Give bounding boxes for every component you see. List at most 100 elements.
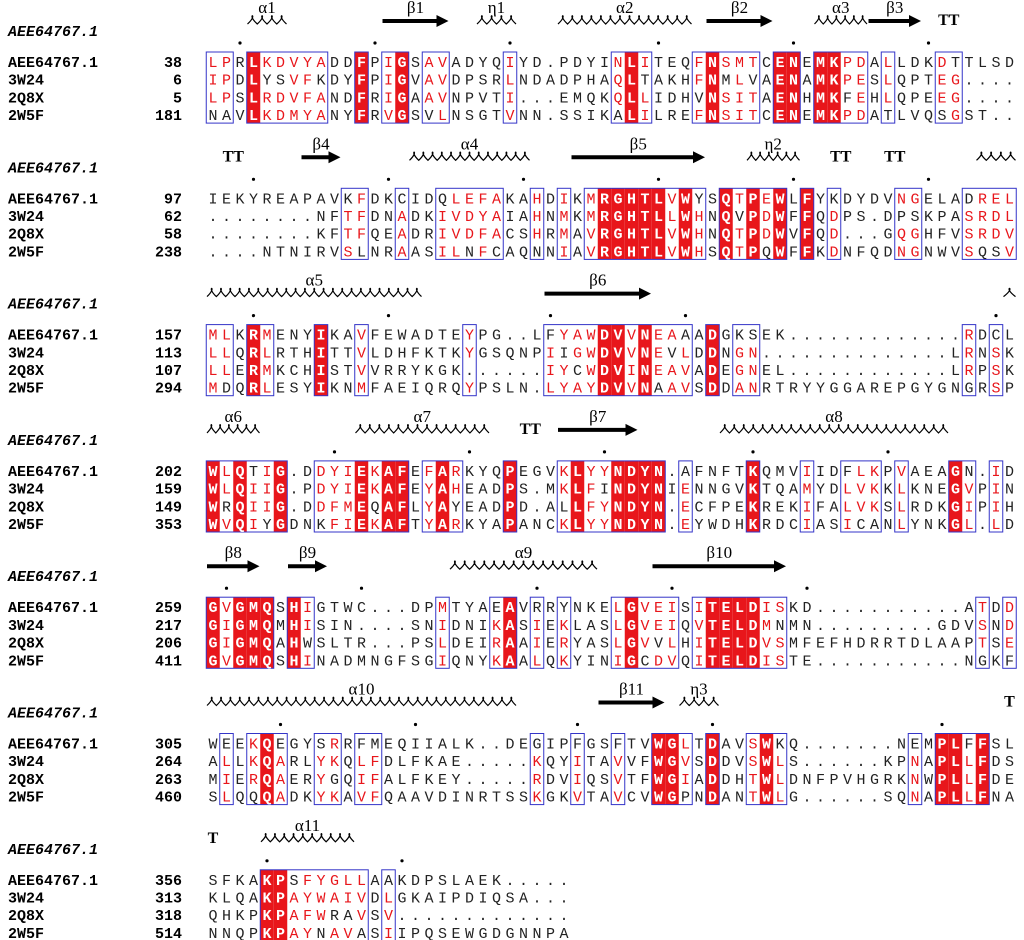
residue: C (492, 244, 501, 261)
residue: A (735, 381, 744, 398)
reference-label: AEE64767.1 (7, 160, 98, 177)
sequence-name: 2W5F (8, 653, 44, 670)
helix (355, 424, 490, 434)
residue: I (343, 517, 352, 534)
residue: Q (816, 227, 825, 244)
residue: D (384, 754, 393, 771)
similarity-frame (381, 869, 396, 940)
residue: A (694, 328, 703, 345)
residue: D (546, 772, 555, 789)
residue: D (276, 55, 285, 72)
residue: K (262, 926, 271, 940)
residue: L (681, 345, 690, 362)
residue: D (235, 73, 244, 90)
residue: Y (640, 499, 649, 516)
similarity-frame (799, 460, 815, 533)
residue: S (708, 244, 717, 261)
helix (206, 287, 422, 298)
residue: H (289, 618, 298, 635)
residue: E (222, 191, 231, 208)
residue: I (991, 482, 1000, 499)
residue: F (721, 464, 730, 481)
residue: P (411, 926, 420, 940)
residue: I (478, 618, 487, 635)
residue: S (991, 636, 1000, 653)
residue: I (438, 209, 447, 226)
identity-box (624, 52, 639, 124)
residue: T (586, 790, 595, 807)
residue: V (438, 55, 447, 72)
similarity-frame (691, 596, 788, 669)
residue: P (276, 926, 285, 940)
residue: F (303, 90, 312, 107)
residue: L (789, 191, 798, 208)
residue: M (924, 737, 933, 754)
residue: E (276, 737, 285, 754)
residue: A (600, 790, 609, 807)
similarity-frame (772, 51, 801, 124)
residue: D (856, 636, 865, 653)
residue: T (627, 737, 636, 754)
residue: L (208, 363, 217, 380)
strand-head (909, 15, 921, 27)
residue: A (937, 636, 946, 653)
residue: K (451, 363, 460, 380)
residue: E (559, 90, 568, 107)
residue: D (883, 209, 892, 226)
residue: T (735, 464, 744, 481)
identity-box (719, 597, 733, 669)
residue: N (748, 363, 757, 380)
residue: G (532, 464, 541, 481)
residue: . (546, 891, 555, 908)
residue: E (937, 482, 946, 499)
residue: . (870, 737, 879, 754)
residue: G (951, 73, 960, 90)
residue: . (843, 328, 852, 345)
residue: A (924, 790, 933, 807)
residue: D (924, 499, 933, 516)
residue: . (883, 345, 892, 362)
identity-box (314, 324, 328, 396)
residue: P (978, 499, 987, 516)
residue: Y (478, 517, 487, 534)
residue: L (964, 790, 973, 807)
residue: . (897, 328, 906, 345)
residue: V (843, 772, 852, 789)
residue: Y (465, 600, 474, 617)
residue: E (654, 345, 663, 362)
residue: L (735, 636, 744, 653)
residue: W (654, 790, 663, 807)
residue: G (627, 618, 636, 635)
residue: K (235, 873, 244, 890)
residue: M (816, 55, 825, 72)
residue: D (721, 517, 730, 534)
residue: K (249, 737, 258, 754)
residue: G (937, 381, 946, 398)
residue: P (964, 636, 973, 653)
residue: R (357, 636, 366, 653)
residue: P (276, 908, 285, 925)
residue: S (343, 244, 352, 261)
residue: . (910, 345, 919, 362)
residue: V (613, 381, 622, 398)
residue: Y (478, 55, 487, 72)
residue: A (505, 600, 514, 617)
residue: E (924, 90, 933, 107)
residue: I (802, 499, 811, 516)
residue: Y (303, 737, 312, 754)
residue: I (600, 55, 609, 72)
residue: A (870, 517, 879, 534)
residue: . (505, 363, 514, 380)
decade-dot (805, 586, 809, 590)
residue: F (964, 737, 973, 754)
residue: W (208, 737, 217, 754)
residue: A (951, 191, 960, 208)
residue: P (910, 90, 919, 107)
similarity-frame (502, 460, 518, 533)
residue: N (465, 790, 474, 807)
residue: Y (451, 499, 460, 516)
residue: V (762, 636, 771, 653)
residue: C (640, 653, 649, 670)
structure-label: α4 (461, 134, 479, 153)
